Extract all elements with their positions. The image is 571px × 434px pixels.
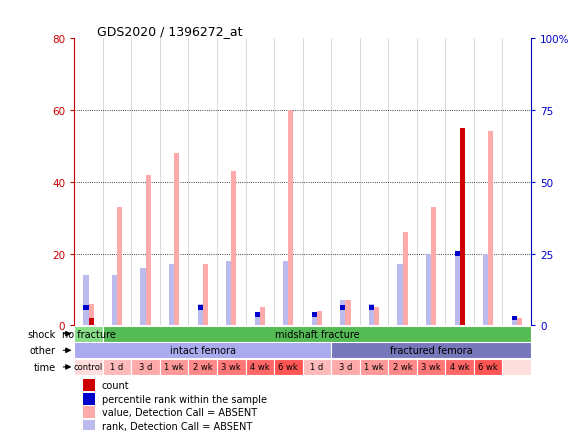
Bar <box>512 319 517 326</box>
Bar <box>89 319 94 326</box>
Text: 1 d: 1 d <box>310 362 324 372</box>
Bar <box>89 304 94 326</box>
Text: 6 wk: 6 wk <box>279 362 298 372</box>
Bar <box>288 111 293 326</box>
Bar <box>83 393 95 404</box>
Bar <box>103 359 131 375</box>
Bar <box>169 265 174 326</box>
Text: 2 wk: 2 wk <box>393 362 412 372</box>
Bar <box>502 359 531 375</box>
Bar <box>512 316 517 321</box>
Text: 1 d: 1 d <box>110 362 124 372</box>
Bar <box>74 326 103 342</box>
Text: 3 d: 3 d <box>139 362 152 372</box>
Bar <box>312 313 317 317</box>
Bar <box>174 154 179 326</box>
Bar <box>283 261 288 326</box>
Bar <box>455 254 460 326</box>
Bar <box>146 175 151 326</box>
Bar <box>198 304 203 326</box>
Bar <box>140 268 146 326</box>
Bar <box>431 207 436 326</box>
Bar <box>388 359 417 375</box>
Text: control: control <box>74 362 103 372</box>
Text: no fracture: no fracture <box>62 329 115 339</box>
Text: 4 wk: 4 wk <box>450 362 469 372</box>
Text: shock: shock <box>28 329 56 339</box>
Text: 3 d: 3 d <box>339 362 352 372</box>
Bar <box>474 359 502 375</box>
Text: other: other <box>30 345 56 355</box>
Text: count: count <box>102 380 129 390</box>
Bar <box>426 254 431 326</box>
Bar <box>417 359 445 375</box>
Text: 2 wk: 2 wk <box>193 362 212 372</box>
Text: 3 wk: 3 wk <box>421 362 441 372</box>
Text: 1 wk: 1 wk <box>164 362 184 372</box>
Bar <box>260 308 265 326</box>
Bar <box>317 311 322 326</box>
Bar <box>131 359 160 375</box>
Bar <box>374 308 379 326</box>
Text: rank, Detection Call = ABSENT: rank, Detection Call = ABSENT <box>102 421 252 431</box>
Text: 3 wk: 3 wk <box>222 362 241 372</box>
Bar <box>303 359 331 375</box>
Bar <box>160 359 188 375</box>
Bar <box>312 315 317 326</box>
Bar <box>331 342 531 358</box>
Bar <box>460 128 465 326</box>
Bar <box>255 313 260 317</box>
Bar <box>369 306 374 310</box>
Bar <box>74 342 331 358</box>
Bar <box>226 261 231 326</box>
Text: value, Detection Call = ABSENT: value, Detection Call = ABSENT <box>102 407 257 417</box>
Bar <box>483 254 488 326</box>
Bar <box>360 359 388 375</box>
Bar <box>83 420 95 432</box>
Bar <box>83 379 95 391</box>
Text: 4 wk: 4 wk <box>250 362 270 372</box>
Bar <box>198 306 203 310</box>
Bar <box>217 359 246 375</box>
Bar <box>83 306 89 310</box>
Bar <box>255 315 260 326</box>
Bar <box>460 128 465 326</box>
Bar <box>369 304 374 326</box>
Bar <box>445 359 474 375</box>
Text: 6 wk: 6 wk <box>478 362 498 372</box>
Bar <box>455 252 460 256</box>
Bar <box>203 265 208 326</box>
Text: GDS2020 / 1396272_at: GDS2020 / 1396272_at <box>97 25 243 38</box>
Bar <box>246 359 274 375</box>
Bar <box>274 359 303 375</box>
Bar <box>488 132 493 326</box>
Bar <box>345 300 351 326</box>
Text: percentile rank within the sample: percentile rank within the sample <box>102 394 267 404</box>
Bar <box>117 207 122 326</box>
Text: fractured femora: fractured femora <box>390 345 472 355</box>
Text: 1 wk: 1 wk <box>364 362 384 372</box>
Bar <box>340 300 345 326</box>
Bar <box>517 319 522 326</box>
Bar <box>188 359 217 375</box>
Bar <box>331 359 360 375</box>
Bar <box>83 406 95 418</box>
Bar <box>403 233 408 326</box>
Bar <box>231 171 236 326</box>
Bar <box>74 359 103 375</box>
Text: intact femora: intact femora <box>170 345 236 355</box>
Bar <box>83 276 89 326</box>
Bar <box>397 265 403 326</box>
Bar <box>112 276 117 326</box>
Text: time: time <box>34 362 56 372</box>
Text: midshaft fracture: midshaft fracture <box>275 329 359 339</box>
Bar <box>340 306 345 310</box>
